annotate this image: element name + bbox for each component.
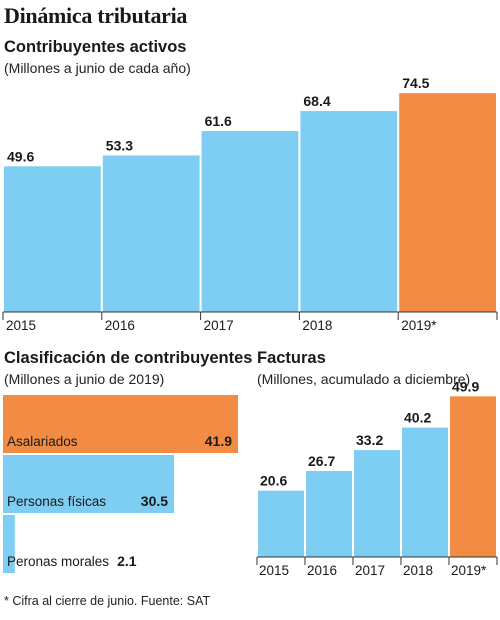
footnote: * Cifra al cierre de junio. Fuente: SAT: [4, 594, 211, 608]
chart3-subtitle: (Millones, acumulado a diciembre): [257, 371, 471, 387]
chart3-bar: [450, 396, 496, 557]
chart3-tick-label: 2016: [307, 563, 337, 578]
chart3-value-label: 40.2: [404, 410, 431, 426]
chart1-bar: [300, 111, 398, 312]
chart1-bar: [102, 155, 200, 312]
chart3-title: Facturas: [257, 349, 326, 367]
chart1-value-label: 49.6: [7, 148, 34, 164]
chart3-tick-label: 2019*: [451, 563, 487, 578]
main-title: Dinámica tributaria: [4, 3, 188, 28]
chart3-value-label: 33.2: [356, 432, 383, 448]
chart3-value-label: 20.6: [260, 473, 287, 489]
chart1-value-label: 53.3: [106, 137, 133, 153]
chart1-value-label: 61.6: [205, 113, 232, 129]
chart2-title: Clasificación de contribuyentes: [4, 349, 253, 367]
chart1-tick-label: 2018: [302, 318, 332, 333]
chart1-value-label: 74.5: [402, 75, 429, 91]
chart1-tick-label: 2015: [6, 318, 36, 333]
chart2-value-label: 30.5: [141, 493, 168, 509]
chart3-bar: [354, 450, 400, 557]
chart1-tick-label: 2019*: [401, 318, 437, 333]
chart3-value-label: 26.7: [308, 453, 335, 469]
chart3-tick-label: 2018: [403, 563, 433, 578]
chart2-subtitle: (Millones a junio de 2019): [4, 371, 165, 387]
chart1-tick-label: 2016: [105, 318, 135, 333]
chart2-bar: [3, 515, 15, 573]
chart1-bar: [201, 131, 299, 312]
chart3-tick-label: 2017: [355, 563, 385, 578]
chart2-category-label: Peronas morales: [7, 554, 109, 569]
chart1-tick-label: 2017: [204, 318, 234, 333]
chart3-bar: [258, 490, 304, 557]
chart1-bar: [399, 93, 496, 312]
chart2-value-label: 41.9: [205, 433, 232, 449]
chart1-subtitle: (Millones a junio de cada año): [4, 60, 191, 76]
chart2-category-label: Asalariados: [7, 434, 78, 449]
chart2-category-label: Personas físicas: [7, 494, 106, 509]
chart3-bar: [402, 427, 448, 557]
chart1-title: Contribuyentes activos: [4, 38, 187, 56]
chart3-value-label: 49.9: [452, 378, 479, 394]
chart2-bar: [3, 455, 175, 513]
chart2-value-label: 2.1: [117, 553, 137, 569]
chart3-bar: [306, 471, 352, 557]
chart1-value-label: 68.4: [303, 93, 330, 109]
chart3-tick-label: 2015: [259, 563, 289, 578]
chart2-bar: [3, 395, 238, 453]
chart1-bar: [4, 166, 101, 312]
